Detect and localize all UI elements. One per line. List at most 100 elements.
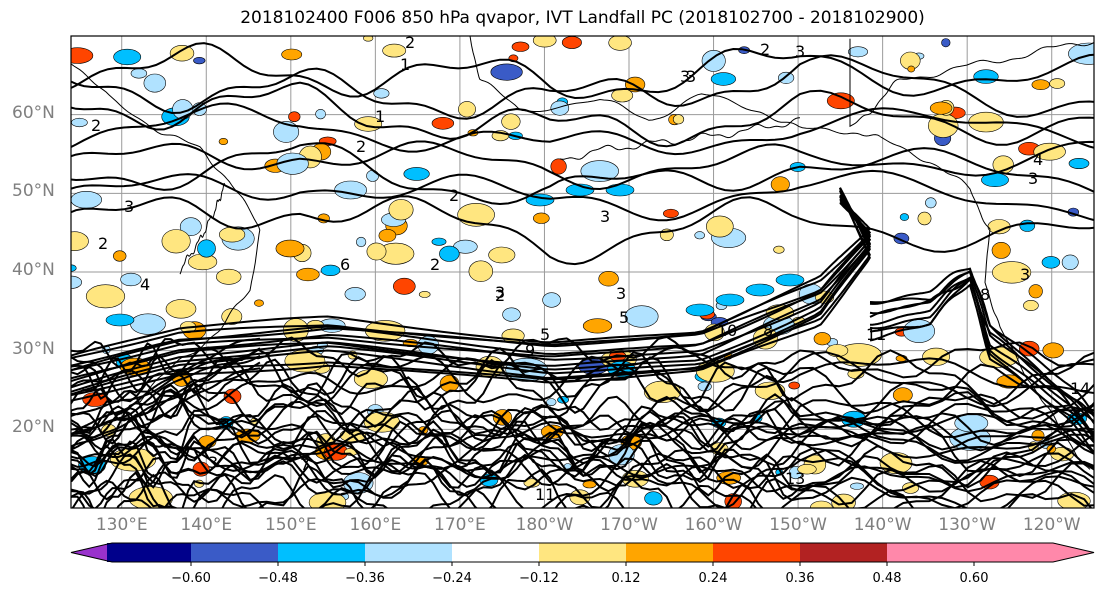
colorbar-segment [887,543,974,562]
colorbar-segment [539,543,626,562]
anomaly-patch [624,305,659,328]
colorbar-tick-label: 0.60 [959,571,989,586]
anomaly-patch [373,88,390,99]
anomaly-patch [850,482,864,490]
anomaly-patch [991,261,1032,284]
anomaly-patch [809,500,833,508]
lon-label: 150°W [769,515,827,535]
contour-label: 3 [495,283,505,302]
anomaly-patch [550,100,570,116]
contour-label: 10 [717,321,737,340]
anomaly-patch [715,293,745,307]
anomaly-patch [344,287,366,302]
anomaly-patch [672,114,685,125]
anomaly-patch [1061,254,1079,270]
ivt-contour [71,361,261,451]
contour-label: 7 [300,455,310,474]
anomaly-patch [929,101,953,115]
ivt-contour [71,81,1094,148]
colorbar-tick-label: −0.60 [171,571,211,586]
contour-label: 3 [1020,265,1030,284]
anomaly-patch [991,241,1011,259]
anomaly-patch [431,237,447,246]
anomaly-patch [458,101,476,118]
colorbar-tick-label: −0.36 [345,571,385,586]
lon-label: 120°W [1022,515,1081,535]
anomaly-patch [1023,299,1039,311]
coastline [179,182,226,275]
anomaly-patch [502,307,521,322]
anomaly-patch [917,211,932,226]
anomaly-patch [366,242,387,261]
ivt-contour [71,458,1093,508]
contour-label: 11 [535,485,555,504]
colorbar-segment [107,543,191,562]
ivt-contour [71,190,871,397]
contour-label: 2 [495,286,505,305]
lon-label: 130°E [95,515,148,535]
colorbar-tick-label: −0.48 [258,571,298,586]
ivt-contour [71,187,871,402]
ivt-contour [71,194,872,372]
anomaly-patch [685,303,715,317]
colorbar-segment [713,543,800,562]
anomaly-patch [363,36,374,42]
anomaly-patch [457,203,495,227]
contour-label: 8 [763,321,773,340]
ivt-contour [71,347,261,431]
anomaly-patch [392,277,416,295]
anomaly-patch [705,215,734,238]
contour-label: 3 [124,197,134,216]
contour-label: 3 [680,67,690,86]
ivt-contour [71,449,1094,508]
anomaly-patch [315,108,326,120]
anomaly-patch [925,197,937,209]
anomaly-patch [193,56,206,65]
contour-label: 3 [686,67,696,86]
colorbar-outline [70,542,1095,563]
lon-label: 170°W [600,515,658,535]
lat-label: 30°N [12,338,55,359]
ivt-contour [71,412,1094,472]
anomaly-patch [511,41,530,52]
anomaly-patch [644,491,663,506]
anomaly-patch [1041,256,1061,269]
contour-label: 2 [449,186,459,205]
contour-label: 5 [540,325,550,344]
anomaly-patch [777,71,795,84]
ivt-contour [869,283,1094,454]
anomaly-patch [1068,158,1090,170]
anomaly-patch [941,38,951,48]
contour-label: 2 [405,33,415,52]
colorbar-segment [365,543,452,562]
anomaly-patch [797,464,817,475]
lat-label: 20°N [12,417,55,438]
colorbar-tick-label: 0.12 [611,571,641,586]
anomaly-patch [223,388,242,405]
anomaly-patch [694,231,706,240]
lat-label: 50°N [12,181,55,202]
contour-label: 5 [619,308,629,327]
ivt-contour [71,399,1094,458]
contour-label: 3 [616,284,626,303]
anomaly-patch [745,283,775,297]
anomaly-patch [546,398,557,406]
anomaly-patch [813,332,831,346]
colorbar-segment [278,543,365,562]
contour-label: 3 [600,207,610,226]
lon-label: 140°E [180,515,233,535]
anomaly-patch [281,48,303,61]
anomaly-patch [701,50,726,72]
anomaly-patch [382,43,407,58]
anomaly-patch [275,239,305,258]
colorbar-segment [800,543,887,562]
ivt-contours [71,42,1094,508]
lon-label: 160°E [349,515,402,535]
anomaly-patch [356,236,367,248]
anomaly-patch [71,47,94,64]
anomaly-patch [1049,78,1066,89]
anomaly-patch [179,217,202,236]
colorbar-tick-label: −0.24 [432,571,472,586]
lon-label: 140°W [853,515,912,535]
contour-label: 2 [91,116,101,135]
